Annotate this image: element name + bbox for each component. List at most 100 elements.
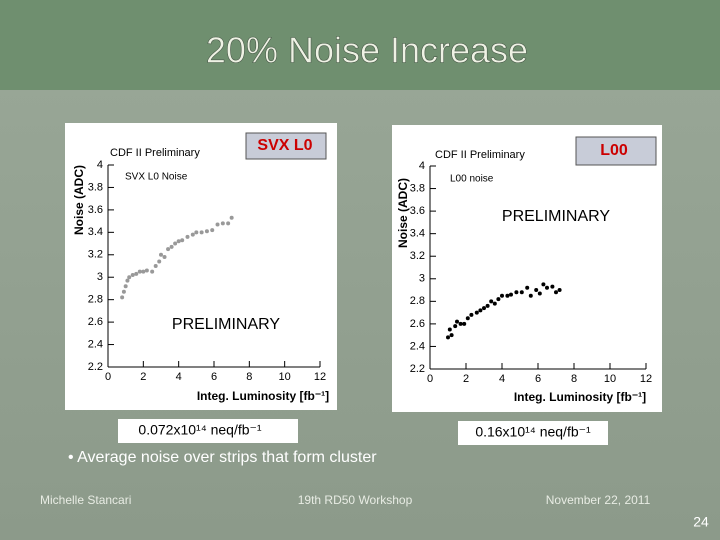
data-point: [185, 234, 190, 239]
data-point: [469, 312, 474, 317]
x-tick-label: 6: [535, 373, 541, 385]
legend-text: SVX L0 Noise: [125, 172, 188, 183]
data-point: [194, 230, 199, 235]
rate-box: [118, 419, 298, 443]
data-point: [482, 306, 486, 311]
y-tick-label: 2.2: [410, 363, 425, 375]
data-point: [159, 252, 163, 257]
data-point: [492, 301, 497, 306]
footer-author: Michelle Stancari: [40, 493, 131, 507]
y-tick-label: 3.4: [410, 228, 425, 240]
footer-date: November 22, 2011: [546, 493, 651, 507]
data-point: [210, 228, 215, 233]
y-tick-label: 3: [97, 271, 103, 283]
data-point: [514, 290, 519, 295]
label-box: [245, 132, 327, 160]
data-point: [130, 272, 135, 277]
data-point: [519, 290, 524, 295]
y-tick-label: 3: [419, 273, 425, 285]
x-tick-label: 0: [105, 371, 111, 383]
data-point: [220, 221, 225, 226]
page-number: 24: [693, 514, 709, 530]
data-point: [120, 295, 125, 300]
chart-label: SVX L0: [257, 137, 312, 154]
data-point: [500, 293, 504, 298]
data-point: [534, 288, 539, 293]
y-tick-label: 2.6: [410, 318, 425, 330]
data-point: [169, 244, 174, 249]
data-point: [554, 290, 558, 295]
y-tick-label: 3.4: [88, 226, 103, 238]
data-point: [525, 285, 530, 290]
y-tick-label: 2.4: [88, 338, 103, 350]
data-point: [545, 285, 549, 290]
footer-event: 19th RD50 Workshop: [298, 493, 413, 507]
data-point: [455, 319, 459, 324]
chart-panel: [392, 125, 662, 412]
x-axis-label: Integ. Luminosity [fb⁻¹]: [197, 389, 329, 403]
data-point: [550, 284, 555, 289]
y-axis-label: Noise (ADC): [72, 165, 86, 235]
y-tick-label: 4: [97, 159, 103, 171]
data-point: [127, 275, 132, 280]
data-point: [226, 221, 231, 226]
y-tick-label: 2.2: [88, 361, 103, 373]
data-point: [489, 299, 494, 304]
x-tick-label: 10: [279, 371, 291, 383]
watermark: PRELIMINARY: [502, 208, 611, 225]
data-point: [150, 269, 155, 274]
data-point: [121, 289, 126, 294]
data-point: [204, 229, 209, 234]
data-point: [496, 297, 501, 302]
watermark: PRELIMINARY: [172, 316, 281, 333]
title-band: [0, 0, 720, 90]
data-point: [509, 292, 513, 297]
y-tick-label: 2.8: [410, 295, 425, 307]
data-point: [173, 241, 178, 246]
data-point: [453, 324, 458, 329]
data-point: [134, 271, 139, 276]
data-point: [176, 239, 181, 244]
y-tick-label: 3.6: [88, 204, 103, 216]
y-tick-label: 3.6: [410, 205, 425, 217]
data-point: [123, 284, 128, 289]
data-point: [447, 327, 452, 332]
y-tick-label: 2.8: [88, 294, 103, 306]
data-point: [137, 269, 142, 274]
label-box: [575, 136, 657, 166]
data-point: [537, 291, 542, 296]
y-tick-label: 4: [419, 160, 425, 172]
data-point: [166, 247, 171, 252]
x-tick-label: 10: [604, 373, 616, 385]
rate-label: 0.16x10¹⁴ neq/fb⁻¹: [475, 424, 591, 440]
bullet: • Average noise over strips that form cl…: [68, 449, 377, 466]
rate-label: 0.072x10¹⁴ neq/fb⁻¹: [138, 422, 261, 438]
y-tick-label: 2.6: [88, 316, 103, 328]
data-point: [478, 308, 483, 313]
data-point: [485, 303, 490, 308]
data-point: [458, 321, 463, 326]
data-point: [125, 278, 130, 283]
data-point: [505, 293, 510, 298]
x-tick-label: 0: [427, 373, 433, 385]
x-tick-label: 6: [211, 371, 217, 383]
data-point: [462, 321, 467, 326]
y-tick-label: 3.8: [88, 181, 103, 193]
data-point: [157, 259, 162, 264]
chart-panel: [65, 123, 337, 410]
data-point: [474, 310, 479, 315]
rate-box: [458, 421, 608, 445]
slide-title: 20% Noise Increase: [206, 30, 528, 71]
x-tick-label: 4: [176, 371, 182, 383]
chart-title: CDF II Preliminary: [110, 147, 200, 159]
x-tick-label: 8: [571, 373, 577, 385]
data-point: [449, 333, 454, 338]
data-point: [190, 232, 195, 237]
data-point: [215, 222, 220, 227]
data-point: [528, 293, 533, 298]
data-point: [141, 269, 146, 274]
data-point: [557, 288, 562, 293]
data-point: [153, 264, 158, 268]
x-tick-label: 8: [246, 371, 252, 383]
